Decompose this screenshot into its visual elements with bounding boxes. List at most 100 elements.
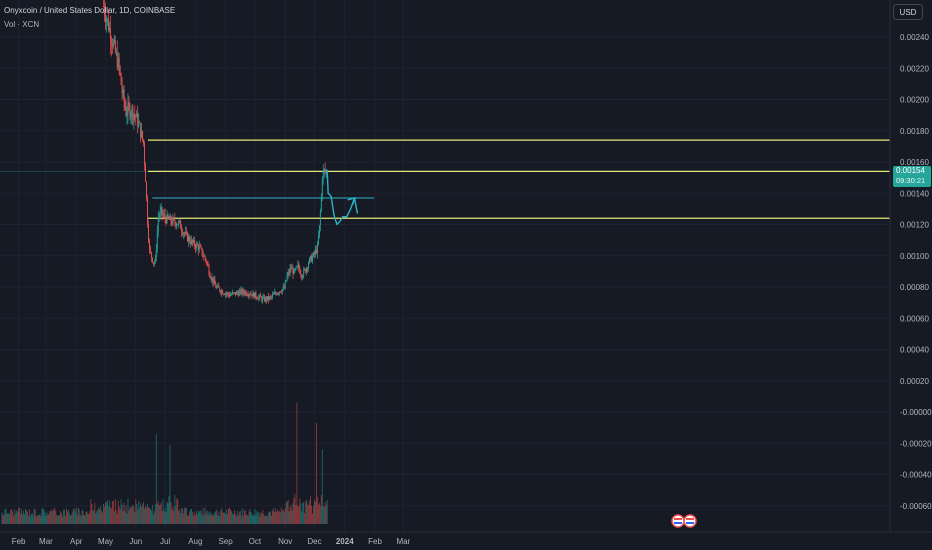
volume-bar: [111, 501, 113, 524]
candle-body: [139, 122, 141, 124]
volume-bar: [47, 514, 49, 524]
y-axis-tick-label: -0.00020: [900, 439, 932, 448]
candle-body: [261, 297, 263, 301]
volume-bar: [154, 504, 156, 524]
volume-bar: [299, 498, 301, 524]
candle-body: [233, 292, 235, 294]
candle-body: [274, 292, 276, 294]
volume-bar: [133, 506, 135, 524]
candle-body: [263, 296, 265, 298]
volume-bar: [12, 511, 14, 524]
volume-bar: [77, 507, 79, 524]
candle-body: [216, 286, 218, 289]
volume-bar: [300, 503, 302, 524]
candle-body: [167, 214, 169, 218]
volume-bar: [146, 507, 147, 524]
candle-body: [134, 114, 136, 116]
volume-bar: [245, 514, 247, 524]
candle-body: [237, 293, 239, 296]
volume-bar: [118, 506, 120, 524]
volume-bar: [135, 499, 137, 524]
candle-body: [285, 280, 287, 282]
volume-bar: [236, 511, 238, 524]
volume-bar: [113, 511, 115, 524]
candle-body: [199, 245, 201, 247]
candle-body: [223, 294, 225, 295]
candle-body: [320, 195, 322, 212]
x-axis-tick-label: Mar: [39, 537, 53, 546]
support-resistance-lines[interactable]: [0, 139, 890, 219]
candle-body: [278, 291, 280, 294]
candle-body: [318, 225, 320, 237]
event-flag-stripe: [686, 522, 694, 524]
volume-bar: [141, 506, 143, 524]
volume-bar: [191, 512, 193, 524]
candle-body: [277, 293, 279, 295]
volume-bar: [281, 510, 283, 524]
candle-body: [205, 258, 207, 262]
volume-bar: [122, 511, 124, 524]
volume-bar: [53, 509, 55, 524]
candle-body: [197, 245, 199, 251]
candle-body: [305, 269, 307, 273]
volume-bar: [230, 509, 231, 524]
volume-bar: [293, 498, 295, 524]
volume-bar: [156, 503, 158, 524]
candle-body: [303, 269, 305, 276]
event-flags[interactable]: [671, 514, 697, 528]
volume-bar: [200, 511, 202, 524]
candle-body: [324, 169, 326, 172]
drawings[interactable]: [152, 169, 375, 226]
currency-button[interactable]: USD: [893, 4, 923, 20]
volume-bar: [193, 512, 195, 524]
volume-bars: [1, 402, 328, 524]
candle-body: [249, 294, 251, 296]
volume-bar: [190, 508, 192, 524]
volume-bar: [240, 515, 242, 524]
volume-bar: [163, 511, 165, 524]
candle-body: [296, 266, 298, 267]
volume-bar: [166, 501, 168, 524]
volume-bar: [65, 515, 66, 524]
candle-body: [252, 292, 254, 297]
volume-bar: [31, 513, 33, 524]
volume-bar: [324, 501, 326, 524]
event-flag-icon[interactable]: [671, 514, 685, 528]
volume-bar: [56, 514, 58, 524]
candle-body: [166, 214, 168, 223]
volume-bar: [34, 509, 36, 524]
volume-bar: [264, 515, 266, 524]
last-price-badge: 0.00154 09:30:21: [893, 166, 931, 187]
volume-bar: [162, 499, 164, 524]
candle-body: [157, 217, 159, 232]
candle-body: [224, 294, 226, 296]
volume-bar: [6, 513, 8, 524]
candle-body: [270, 296, 271, 298]
candle-body: [162, 214, 164, 215]
candle-body: [203, 255, 205, 257]
volume-bar: [282, 509, 284, 524]
candle-body: [182, 231, 184, 235]
y-axis-tick-label: 0.00120: [900, 221, 929, 230]
volume-bar: [180, 513, 182, 524]
volume-bar: [189, 511, 190, 524]
volume-bar: [59, 514, 61, 524]
event-flag-icon[interactable]: [683, 514, 697, 528]
volume-bar: [58, 515, 60, 524]
candle-body: [220, 291, 222, 293]
candle-body: [125, 107, 127, 116]
volume-bar: [128, 510, 130, 524]
candle-body: [118, 57, 120, 67]
candle-body: [142, 130, 144, 140]
candle-body: [106, 19, 107, 22]
volume-bar: [125, 505, 127, 524]
candle-body: [284, 281, 286, 289]
volume-bar: [219, 516, 221, 524]
volume-bar: [86, 511, 88, 524]
volume-bar: [178, 510, 180, 524]
volume-bar: [27, 515, 29, 524]
volume-bar: [140, 502, 142, 524]
volume-bar: [123, 502, 125, 524]
volume-bar: [93, 510, 95, 524]
